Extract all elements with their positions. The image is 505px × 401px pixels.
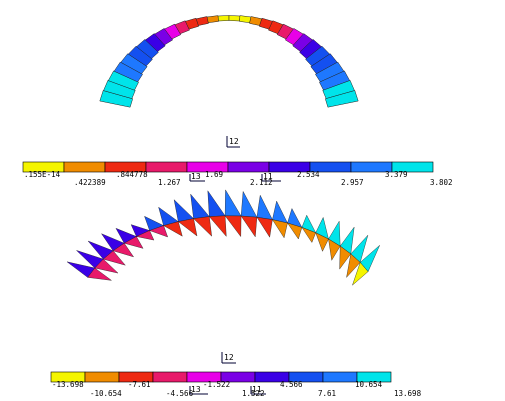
contour-element bbox=[136, 39, 159, 59]
legend-label: 2.112 bbox=[250, 178, 273, 187]
svg-text:11: 11 bbox=[263, 172, 273, 181]
contour-element bbox=[239, 15, 252, 23]
moment-triangle bbox=[177, 218, 198, 237]
moment-triangle bbox=[102, 250, 126, 266]
moment-triangle bbox=[240, 215, 258, 238]
legend-labels: -13.698 -10.654 -7.61 -4.566 -1.522 1.52… bbox=[52, 380, 422, 398]
moment-triangle bbox=[123, 236, 144, 249]
moment-triangle bbox=[339, 245, 352, 270]
legend-label: .422389 bbox=[74, 178, 106, 187]
legend-label: -13.698 bbox=[52, 380, 84, 389]
legend-label: 4.566 bbox=[280, 380, 303, 389]
moment-triangle bbox=[207, 190, 226, 217]
axis-marker-11-bottom: 11 bbox=[250, 385, 266, 395]
legend-label: -1.522 bbox=[203, 380, 230, 389]
legend-label: 2.534 bbox=[297, 170, 320, 179]
contour-element bbox=[228, 15, 241, 22]
legend-label: -4.566 bbox=[166, 389, 194, 398]
legend-labels: .155E-14 .422389 .844778 1.267 1.69 2.11… bbox=[24, 170, 453, 187]
svg-text:12: 12 bbox=[224, 353, 234, 362]
contour-element bbox=[217, 15, 230, 22]
moment-triangle bbox=[224, 215, 242, 238]
svg-text:11: 11 bbox=[252, 385, 262, 394]
legend-label: 13.698 bbox=[394, 389, 422, 398]
contour-element bbox=[185, 17, 200, 30]
legend-swatch bbox=[227, 161, 270, 173]
moment-triangle bbox=[224, 189, 242, 217]
contour-element bbox=[120, 53, 148, 75]
legend-swatch bbox=[63, 161, 106, 173]
legend-color-bar bbox=[50, 371, 392, 383]
legend-label: 1.522 bbox=[242, 389, 265, 398]
legend-swatch bbox=[84, 371, 120, 383]
color-legend-stress: .155E-14 .422389 .844778 1.267 1.69 2.11… bbox=[22, 161, 453, 187]
contour-element bbox=[103, 80, 136, 99]
legend-swatch bbox=[145, 161, 188, 173]
moment-triangle bbox=[256, 194, 273, 220]
legend-swatch bbox=[391, 161, 434, 173]
axis-marker-13-bottom: 13 bbox=[189, 385, 208, 395]
legend-label: 10.654 bbox=[355, 380, 383, 389]
legend-label: 1.267 bbox=[158, 178, 181, 187]
contour-element bbox=[195, 16, 209, 26]
svg-text:13: 13 bbox=[191, 385, 201, 394]
contour-element bbox=[324, 90, 359, 108]
moment-triangle bbox=[287, 222, 303, 240]
moment-diagram-arch bbox=[66, 189, 380, 286]
contour-element bbox=[154, 28, 174, 46]
moment-triangle bbox=[173, 199, 195, 222]
legend-label: 1.69 bbox=[205, 170, 223, 179]
legend-label: -10.654 bbox=[90, 389, 122, 398]
legend-swatch bbox=[322, 371, 358, 383]
moment-triangle bbox=[271, 219, 288, 239]
moment-triangle bbox=[328, 238, 341, 261]
moment-triangle bbox=[301, 226, 316, 243]
moment-triangle bbox=[240, 190, 258, 218]
contour-element bbox=[127, 45, 153, 67]
moment-triangle bbox=[272, 200, 288, 224]
stress-contour-arch bbox=[99, 15, 359, 108]
legend-label: 2.957 bbox=[341, 178, 364, 187]
legend-label: -7.61 bbox=[128, 380, 151, 389]
axis-marker-12-top: 12 bbox=[226, 136, 240, 148]
moment-triangle bbox=[190, 193, 210, 219]
contour-element bbox=[113, 61, 143, 83]
contour-element bbox=[107, 70, 139, 91]
legend-label: 3.379 bbox=[385, 170, 408, 179]
axis-marker-13-top: 13 bbox=[189, 172, 205, 182]
legend-swatch bbox=[152, 371, 188, 383]
moment-triangle bbox=[193, 216, 212, 237]
moment-triangle bbox=[135, 230, 155, 241]
contour-element bbox=[206, 15, 219, 23]
moment-triangle bbox=[346, 253, 361, 279]
moment-triangle bbox=[315, 232, 329, 252]
contour-element bbox=[174, 20, 190, 35]
legend-color-bar bbox=[22, 161, 434, 173]
legend-label: .155E-14 bbox=[24, 170, 61, 179]
color-legend-moment: -13.698 -10.654 -7.61 -4.566 -1.522 1.52… bbox=[50, 371, 422, 398]
moment-triangle bbox=[94, 258, 119, 274]
axis-marker-12-bottom: 12 bbox=[221, 352, 236, 364]
moment-triangle bbox=[112, 242, 135, 258]
axis-marker-11-top: 11 bbox=[261, 172, 281, 182]
legend-label: 7.61 bbox=[318, 389, 336, 398]
svg-text:12: 12 bbox=[229, 137, 239, 146]
moment-triangle bbox=[163, 221, 183, 237]
legend-label: .844778 bbox=[116, 170, 148, 179]
moment-triangle bbox=[256, 216, 273, 238]
svg-text:13: 13 bbox=[191, 172, 201, 181]
legend-swatch bbox=[356, 371, 392, 383]
moment-triangle bbox=[351, 262, 369, 286]
legend-label: 3.802 bbox=[430, 178, 453, 187]
moment-triangle bbox=[208, 215, 227, 237]
arch-axis bbox=[87, 215, 369, 278]
moment-triangle bbox=[149, 225, 169, 238]
contour-element bbox=[99, 90, 134, 108]
contour-element bbox=[144, 33, 166, 52]
moment-triangle bbox=[87, 267, 113, 281]
